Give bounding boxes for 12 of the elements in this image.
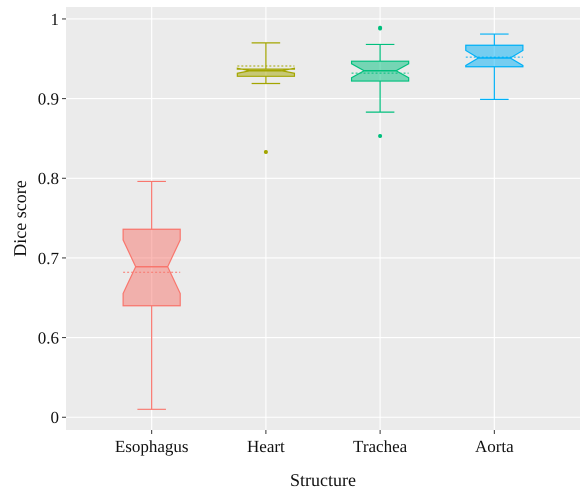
y-tick-label: 0.7 [38,248,60,268]
y-tick-label: 0.8 [38,169,59,188]
x-tick-label: Heart [247,437,286,456]
x-tick-label: Aorta [474,437,514,456]
x-axis-title: Structure [290,470,356,490]
y-tick-label: 0 [50,408,59,428]
y-tick-label: 0.9 [38,90,59,109]
x-tick-label: Trachea [353,437,408,456]
x-tick-label: Esophagus [114,437,189,456]
y-tick-label: 1 [50,10,59,29]
y-axis-title: Dice score [10,180,30,257]
y-tick-label: 0.6 [38,328,59,348]
